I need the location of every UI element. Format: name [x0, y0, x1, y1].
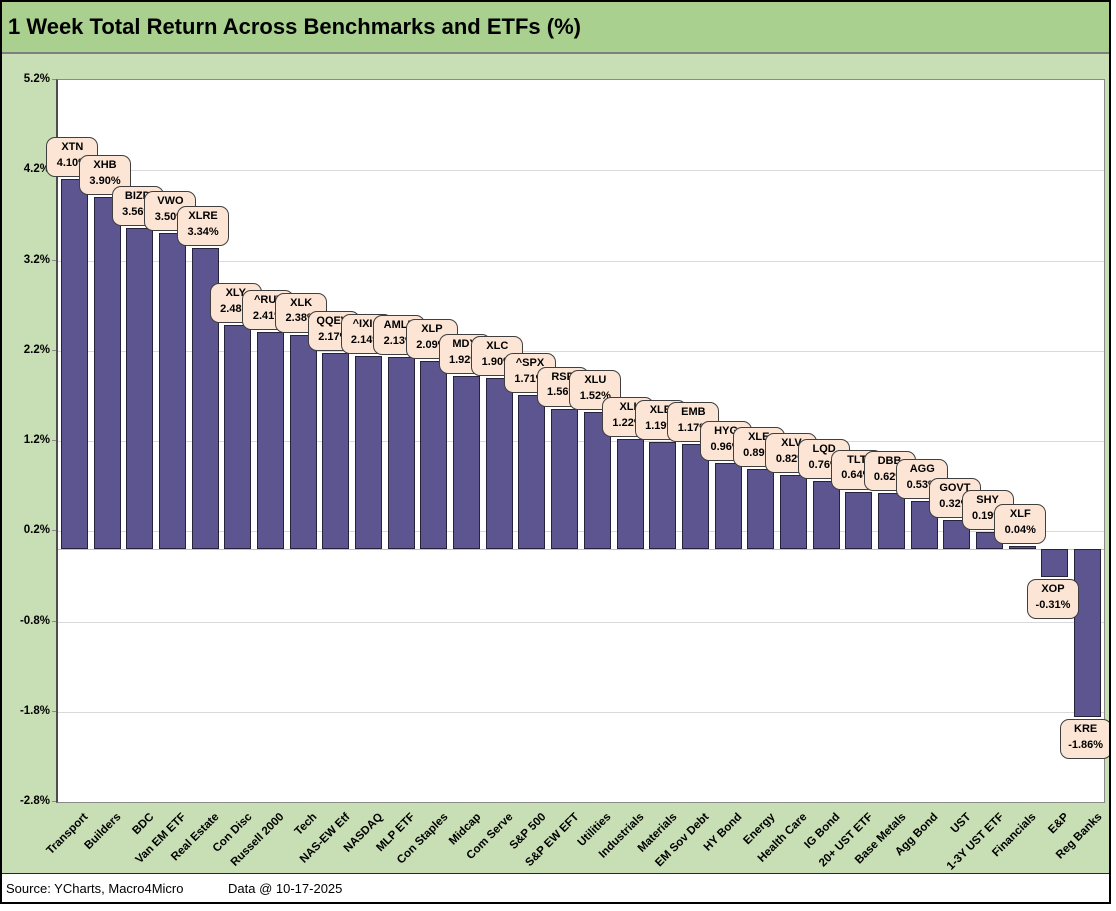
callout-ticker: BIZD: [124, 190, 151, 202]
callout-ticker: LQD: [812, 442, 836, 455]
y-axis-tick-mark: [52, 259, 56, 261]
data-label-xlu: XLU 1.52%: [569, 370, 622, 411]
callout-ticker: MDY: [452, 338, 477, 351]
bar-vwo: [158, 233, 186, 550]
bar-rsp: [551, 408, 579, 550]
callout-value: -1.86%: [1068, 739, 1104, 752]
y-axis-tick-mark: [52, 801, 56, 802]
bar-hyg: [714, 462, 742, 550]
y-axis-tick-mark: [52, 710, 56, 712]
y-axis-tick-mark: [52, 79, 56, 80]
callout-value: 0.04%: [1004, 523, 1036, 536]
bar-xlc: [485, 377, 513, 550]
bar-xlk: [289, 334, 317, 550]
callout-ticker: ^SPX: [515, 356, 545, 369]
bar-xtn: [60, 179, 88, 550]
data-date-text: Data @ 10-17-2025: [228, 880, 343, 896]
callout-ticker: XHB: [93, 159, 117, 172]
callout-ticker: DBB: [877, 455, 902, 468]
gridline: [58, 621, 1104, 623]
y-axis-tick-mark: [52, 530, 56, 532]
bar-emb: [681, 443, 709, 550]
gridline: [58, 350, 1104, 352]
y-axis-tick-label: 1.2%: [23, 434, 50, 446]
bar-tlt: [845, 491, 873, 550]
y-axis-tick-mark: [52, 349, 56, 351]
gridline: [58, 711, 1104, 713]
callout-ticker: AGG: [909, 463, 935, 476]
gridline: [58, 441, 1104, 442]
callout-ticker: XOP: [1041, 583, 1065, 596]
gridline: [58, 260, 1104, 262]
callout-value: 3.34%: [187, 225, 219, 238]
y-axis-tick-label: -0.8%: [19, 614, 50, 627]
callout-ticker: RSP: [551, 370, 574, 383]
y-axis-tick-label: 2.2%: [23, 343, 50, 356]
bar-ixic: [355, 356, 383, 550]
bar-lqd: [812, 480, 840, 550]
callout-ticker: XTN: [61, 141, 84, 154]
data-label-xop: XOP -0.31%: [1026, 579, 1079, 620]
bar-mdy: [453, 376, 481, 550]
callout-ticker: VWO: [157, 195, 184, 208]
data-label-kre: KRE -1.86%: [1059, 719, 1109, 760]
bar-xlf: [1008, 545, 1036, 550]
callout-ticker: KRE: [1074, 723, 1098, 736]
callout-ticker: XLP: [421, 322, 443, 335]
y-axis-tick-label: -1.8%: [19, 704, 50, 717]
chart-title: 1 Week Total Return Across Benchmarks an…: [8, 14, 581, 39]
bar-xly: [224, 325, 252, 550]
callout-ticker: XLU: [584, 374, 607, 387]
callout-ticker: EMB: [681, 405, 706, 418]
callout-ticker: XLB: [649, 403, 672, 416]
footer: Source: YCharts, Macro4Micro Data @ 10-1…: [2, 873, 1109, 902]
callout-ticker: XLI: [619, 401, 637, 414]
callout-value: 3.90%: [89, 175, 121, 188]
y-axis-tick-label: -2.8%: [19, 795, 50, 807]
bar-xlv: [779, 475, 807, 550]
callout-ticker: XLE: [748, 430, 770, 443]
callout-ticker: XLV: [781, 437, 802, 450]
y-axis-tick-mark: [52, 620, 56, 622]
bar-xlp: [420, 360, 448, 550]
y-axis-tick-mark: [52, 440, 56, 441]
source-text: Source: YCharts, Macro4Micro: [6, 880, 184, 896]
y-axis-tick-label: 5.2%: [23, 73, 50, 85]
callout-ticker: XLC: [486, 339, 509, 352]
callout-value: -0.31%: [1035, 599, 1071, 612]
bar-bizd: [126, 228, 154, 550]
bar-xop: [1041, 549, 1069, 578]
callout-value: 1.52%: [579, 390, 611, 403]
callout-ticker: XLF: [1009, 507, 1031, 520]
gridline: [58, 170, 1104, 172]
callout-ticker: SHY: [976, 494, 999, 507]
y-axis-tick-label: 0.2%: [23, 524, 50, 537]
data-label-xlf: XLF 0.04%: [994, 503, 1047, 544]
callout-ticker: XLY: [225, 287, 246, 300]
bar-dbb: [878, 493, 906, 550]
title-band: 1 Week Total Return Across Benchmarks an…: [2, 2, 1109, 54]
gridline: [58, 531, 1104, 533]
y-axis-tick-label: 4.2%: [23, 163, 50, 176]
callout-ticker: GOVT: [939, 482, 971, 495]
callout-ticker: TLT: [847, 453, 867, 466]
bar-kre: [1074, 549, 1102, 718]
callout-ticker: XLK: [290, 296, 313, 309]
chart-body: 5.2% 4.2% 3.2% 2.2% 1.2% 0.2% -0.8% -1.8% -2.8% X…: [2, 54, 1109, 873]
bar-spx: [518, 394, 546, 550]
callout-ticker: XLRE: [188, 209, 218, 222]
bar-xlb: [649, 441, 677, 550]
bar-xle: [747, 468, 775, 550]
bar-xli: [616, 439, 644, 550]
y-axis-tick-label: 3.2%: [23, 253, 50, 266]
bar-amlp: [387, 357, 415, 550]
bar-rut: [256, 331, 284, 550]
plot-area: [56, 79, 1105, 803]
zero-line: [58, 549, 1104, 551]
callout-ticker: HYG: [714, 424, 739, 437]
bar-qqew: [322, 353, 350, 550]
bar-xhb: [93, 197, 121, 550]
data-label-xlre: XLRE 3.34%: [177, 205, 230, 246]
